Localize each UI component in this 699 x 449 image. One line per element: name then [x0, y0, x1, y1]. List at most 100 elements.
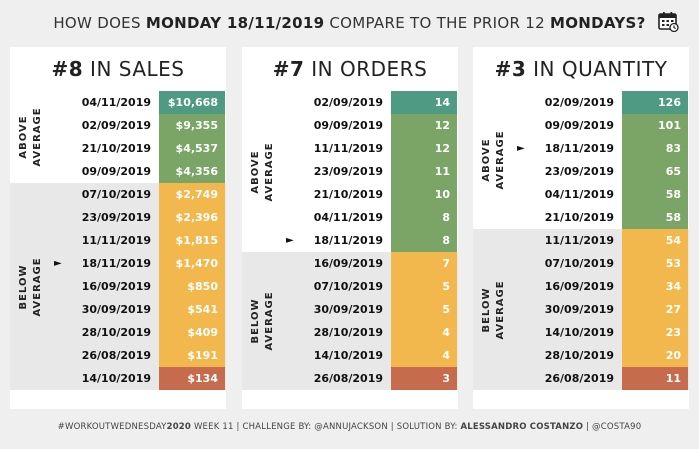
table-row: 04/11/2019 8	[242, 206, 458, 229]
footer-tag: #WORKOUTWEDNESDAY	[57, 422, 167, 432]
selected-pointer-icon: ►	[54, 258, 62, 269]
table-row: 02/09/2019 14	[242, 91, 458, 114]
row-date: 23/09/2019	[81, 211, 151, 224]
value-cell: 27	[622, 298, 688, 321]
table-row: 26/08/2019 11	[473, 367, 689, 390]
row-date: 26/08/2019	[313, 372, 383, 385]
row-date: 16/09/2019	[81, 280, 151, 293]
title-end: MONDAYS?	[550, 14, 646, 32]
value-cell: 11	[391, 160, 457, 183]
row-date: 14/10/2019	[81, 372, 151, 385]
value-cell: $2,749	[159, 183, 225, 206]
table-row: 16/09/2019 7	[242, 252, 458, 275]
value-cell: 126	[622, 91, 688, 114]
rank-label: #3	[494, 57, 527, 81]
table-row: 16/09/2019 34	[473, 275, 689, 298]
row-date: 30/09/2019	[81, 303, 151, 316]
footer-challenger: @ANNUJACKSON	[314, 422, 388, 432]
row-date: 23/09/2019	[544, 165, 614, 178]
rank-label: #8	[51, 57, 84, 81]
footer-handle: | @COSTA90	[583, 422, 642, 432]
value-cell: 101	[622, 114, 688, 137]
table-row: 14/10/2019 $134	[10, 367, 226, 390]
value-cell: 34	[622, 275, 688, 298]
title-prefix: HOW DOES	[53, 14, 146, 32]
row-date: 02/09/2019	[544, 96, 614, 109]
value-cell: $9,355	[159, 114, 225, 137]
row-date: 11/11/2019	[313, 142, 383, 155]
table-row: 11/11/2019 12	[242, 137, 458, 160]
table-row: 28/10/2019 4	[242, 321, 458, 344]
table-row: 30/09/2019 5	[242, 298, 458, 321]
title-day: MONDAY 18/11/2019	[145, 14, 325, 32]
table-row: 21/10/2019 10	[242, 183, 458, 206]
value-cell: 83	[622, 137, 688, 160]
row-date: 09/09/2019	[81, 165, 151, 178]
table-row: 02/09/2019 126	[473, 91, 689, 114]
table-row: 23/09/2019 11	[242, 160, 458, 183]
table-row: 30/09/2019 $541	[10, 298, 226, 321]
table-row: ► 18/11/2019 $1,470	[10, 252, 226, 275]
row-date: 21/10/2019	[544, 211, 614, 224]
value-cell: 3	[391, 367, 457, 390]
value-cell: 54	[622, 229, 688, 252]
metric-label: IN QUANTITY	[526, 57, 668, 81]
orders-panel: #7 IN ORDERS ABOVE AVERAGE BELOW AVERAGE 02/0…	[242, 47, 458, 409]
value-cell: $10,668	[159, 91, 225, 114]
row-date: 18/11/2019	[81, 257, 151, 270]
table-row: 21/10/2019 58	[473, 206, 689, 229]
row-date: 28/10/2019	[313, 326, 383, 339]
footer-solution-label: | SOLUTION BY:	[387, 422, 461, 432]
value-cell: 10	[391, 183, 457, 206]
selected-pointer-icon: ►	[286, 235, 294, 246]
table-row: 14/10/2019 4	[242, 344, 458, 367]
row-date: 28/10/2019	[81, 326, 151, 339]
value-cell: $4,356	[159, 160, 225, 183]
row-date: 09/09/2019	[544, 119, 614, 132]
value-cell: $4,537	[159, 137, 225, 160]
row-date: 16/09/2019	[313, 257, 383, 270]
table-row: 14/10/2019 23	[473, 321, 689, 344]
value-cell: $850	[159, 275, 225, 298]
panel-title: #3 IN QUANTITY	[473, 57, 689, 81]
table-row: 28/10/2019 $409	[10, 321, 226, 344]
table-row: 07/10/2019 5	[242, 275, 458, 298]
table-row: 16/09/2019 $850	[10, 275, 226, 298]
table-row: 07/10/2019 53	[473, 252, 689, 275]
row-date: 07/10/2019	[313, 280, 383, 293]
row-date: 30/09/2019	[544, 303, 614, 316]
calendar-icon[interactable]	[657, 10, 679, 32]
row-date: 18/11/2019	[313, 234, 383, 247]
row-date: 14/10/2019	[544, 326, 614, 339]
row-date: 18/11/2019	[544, 142, 614, 155]
row-date: 11/11/2019	[544, 234, 614, 247]
row-date: 30/09/2019	[313, 303, 383, 316]
footer-year: 2020	[166, 422, 192, 432]
row-date: 04/11/2019	[313, 211, 383, 224]
footer-credits: #WORKOUTWEDNESDAY2020 WEEK 11 | CHALLENG…	[0, 422, 699, 432]
table-row: 30/09/2019 27	[473, 298, 689, 321]
row-date: 21/10/2019	[81, 142, 151, 155]
row-date: 04/11/2019	[544, 188, 614, 201]
table-row: 23/09/2019 $2,396	[10, 206, 226, 229]
table-row: 28/10/2019 20	[473, 344, 689, 367]
value-cell: $1,815	[159, 229, 225, 252]
row-date: 07/10/2019	[81, 188, 151, 201]
table-row: 11/11/2019 $1,815	[10, 229, 226, 252]
table-row: 23/09/2019 65	[473, 160, 689, 183]
metric-label: IN SALES	[83, 57, 185, 81]
row-date: 09/09/2019	[313, 119, 383, 132]
value-cell: 58	[622, 183, 688, 206]
header: HOW DOES MONDAY 18/11/2019 COMPARE TO TH…	[0, 0, 699, 44]
value-cell: 14	[391, 91, 457, 114]
rank-label: #7	[272, 57, 305, 81]
panel-title: #8 IN SALES	[10, 57, 226, 81]
value-cell: $541	[159, 298, 225, 321]
value-cell: 12	[391, 114, 457, 137]
table-row: 04/11/2019 $10,668	[10, 91, 226, 114]
selected-pointer-icon: ►	[517, 143, 525, 154]
row-date: 11/11/2019	[81, 234, 151, 247]
row-date: 26/08/2019	[81, 349, 151, 362]
row-date: 23/09/2019	[313, 165, 383, 178]
table-row: 26/08/2019 3	[242, 367, 458, 390]
